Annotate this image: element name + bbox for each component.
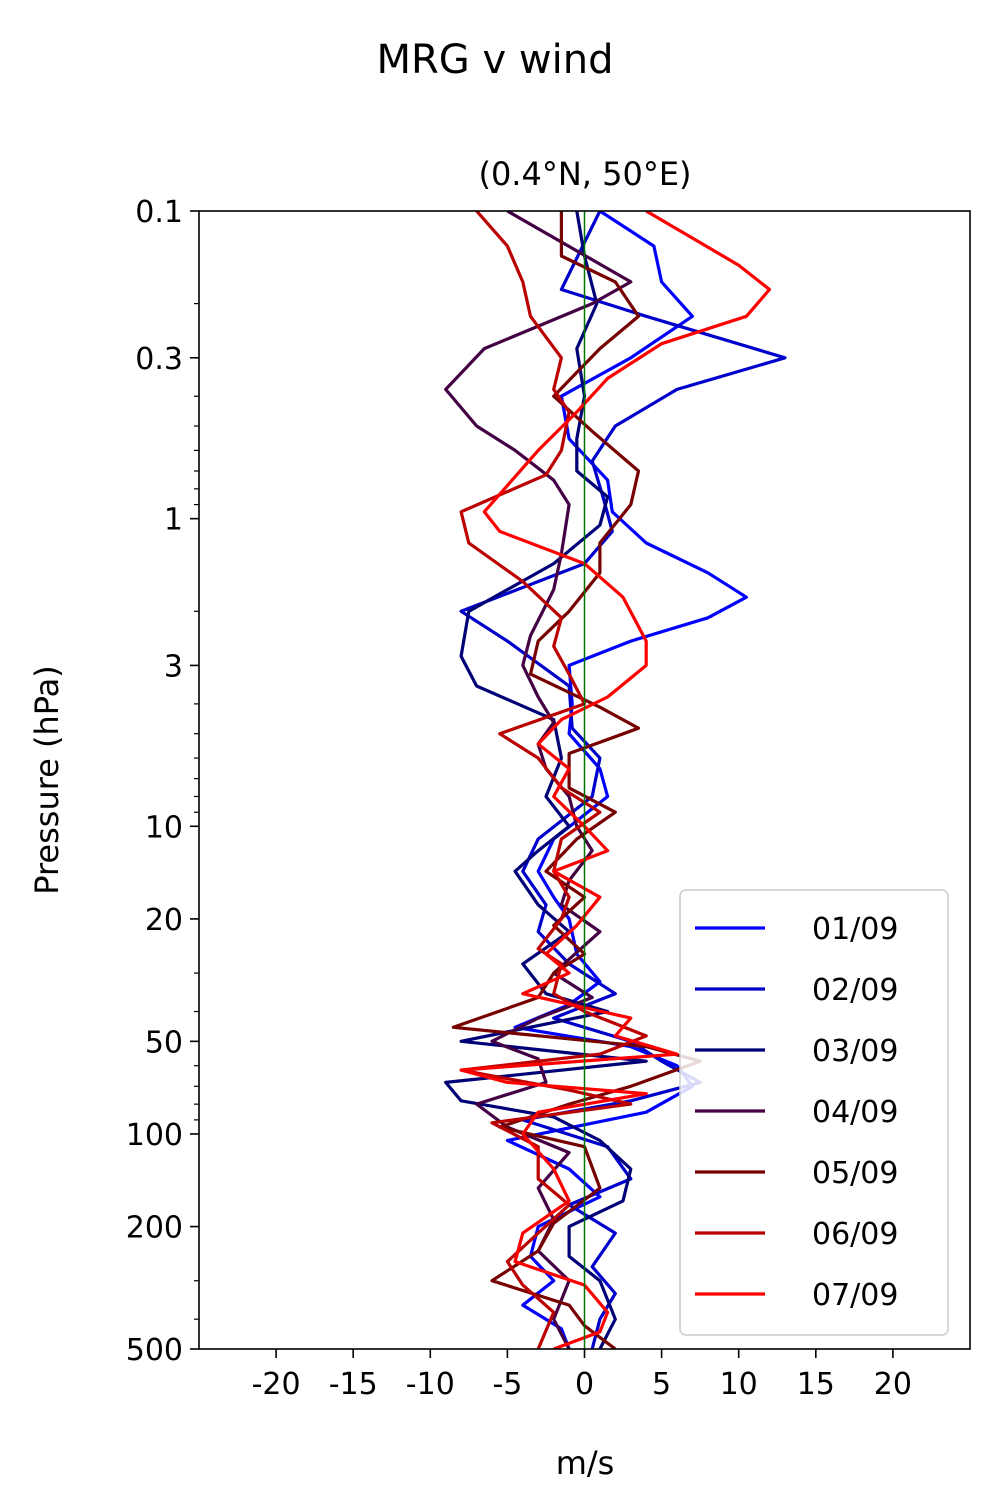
legend-label: 02/09 [812,973,898,1008]
series-line-6 [459,211,648,1349]
x-tick-label: -15 [329,1367,378,1402]
y-tick-label: 500 [126,1333,183,1368]
series-line-3 [444,211,648,1349]
y-tick-label: 20 [145,903,183,938]
series-line-2 [459,211,787,1349]
legend-label: 01/09 [812,912,898,947]
series-line-5 [451,211,702,1349]
ticks-layer: -20 -15 -10 -5 0 5 10 15 20 0.1 0.3 1 3 10 20 50 100 200 5… [126,195,912,1402]
x-tick-label: 5 [652,1367,671,1402]
legend-label: 04/09 [812,1095,898,1130]
legend-label: 06/09 [812,1217,898,1252]
series-line-7 [459,211,772,1349]
chart-subtitle: (0.4°N, 50°E) [478,155,691,193]
y-tick-label: 100 [126,1118,183,1153]
y-tick-label: 0.1 [135,195,183,230]
chart-title: MRG v wind [377,37,614,83]
x-axis-label: m/s [556,1444,615,1482]
legend: 01/09 02/09 03/09 04/09 05/09 06/09 07/09 [679,889,949,1336]
y-tick-label: 50 [145,1025,183,1060]
legend-label: 03/09 [812,1034,898,1069]
x-tick-label: 20 [874,1367,912,1402]
x-tick-label: 0 [575,1367,594,1402]
x-tick-label: 10 [720,1367,758,1402]
y-tick-label: 0.3 [135,342,183,377]
legend-label: 05/09 [812,1156,898,1191]
legend-label: 07/09 [812,1278,898,1313]
y-tick-label: 10 [145,810,183,845]
series-layer [444,211,787,1349]
x-tick-label: 15 [797,1367,835,1402]
y-tick-label: 200 [126,1211,183,1246]
x-tick-label: -10 [406,1367,455,1402]
y-tick-label: 1 [164,503,183,538]
y-axis-label: Pressure (hPa) [28,665,66,895]
plot-frame [198,210,971,1350]
legend-box [679,889,949,1336]
y-tick-label: 3 [164,649,183,684]
x-tick-label: -20 [252,1367,301,1402]
x-tick-label: -5 [492,1367,522,1402]
